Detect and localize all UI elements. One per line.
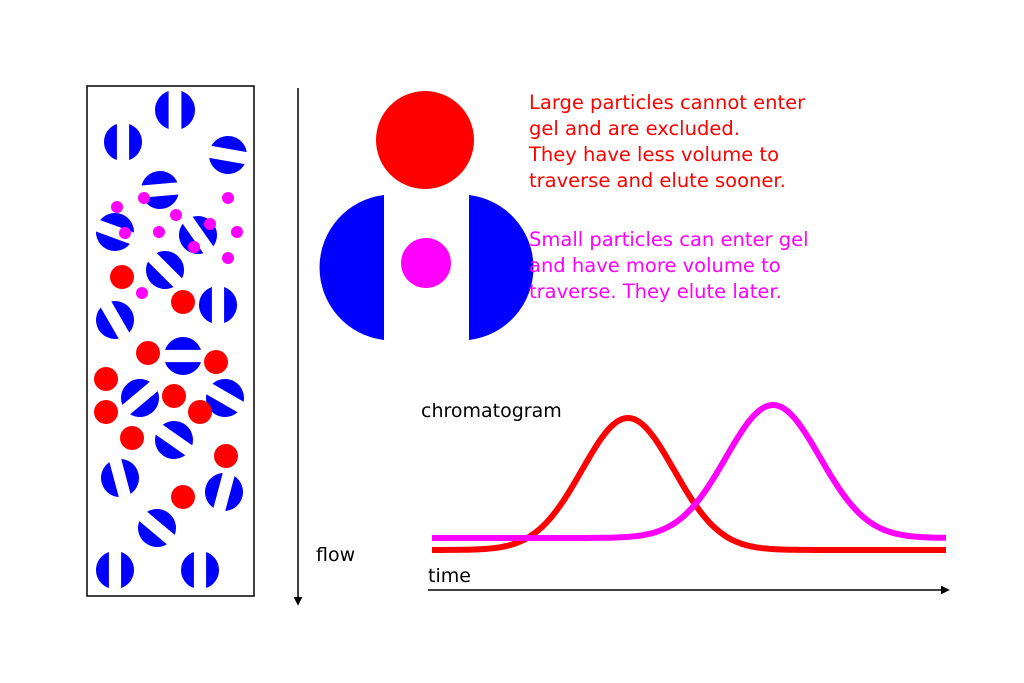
gel-bead <box>155 91 195 129</box>
small-particle <box>138 192 150 204</box>
large-particle <box>120 426 144 450</box>
large-particle <box>94 367 118 391</box>
large-particle <box>136 341 160 365</box>
small-particle-explanation: Small particles can enter gel and have m… <box>529 227 809 305</box>
small-particle <box>119 227 131 239</box>
small-particle <box>204 218 216 230</box>
large-explanation-line: traverse and elute sooner. <box>529 169 786 192</box>
small-particle-illustration <box>401 238 451 288</box>
large-particle-explanation: Large particles cannot enter gel and are… <box>529 90 805 194</box>
large-particle <box>162 384 186 408</box>
gel-bead <box>138 509 176 547</box>
gel-bead <box>96 301 134 339</box>
gel-bead <box>205 473 243 511</box>
large-particle <box>214 444 238 468</box>
small-particle <box>222 252 234 264</box>
large-particle <box>171 290 195 314</box>
gel-bead <box>96 213 134 251</box>
gel-bead <box>209 136 247 174</box>
small-particle-peak <box>432 402 946 541</box>
large-particle <box>204 350 228 374</box>
large-explanation-line: They have less volume to <box>529 143 779 166</box>
gel-bead <box>181 551 219 589</box>
gel-bead-illustration <box>319 195 534 340</box>
small-explanation-line: traverse. They elute later. <box>529 280 782 303</box>
large-explanation-line: gel and are excluded. <box>529 117 740 140</box>
small-explanation-line: and have more volume to <box>529 254 781 277</box>
gel-bead <box>121 379 159 417</box>
small-particle <box>222 192 234 204</box>
gel-bead <box>104 123 142 161</box>
gel-bead <box>199 286 237 324</box>
large-particle <box>110 265 134 289</box>
flow-label: flow <box>316 544 356 566</box>
gel-bead <box>146 251 184 289</box>
large-particle-peak <box>432 414 946 553</box>
large-explanation-line: Large particles cannot enter <box>529 91 806 114</box>
large-particle-illustration <box>376 91 474 189</box>
large-particle <box>94 400 118 424</box>
gel-bead <box>206 379 244 417</box>
small-particle <box>231 226 243 238</box>
column-contents <box>94 91 247 589</box>
large-particle <box>171 485 195 509</box>
gel-bead <box>164 337 202 375</box>
gel-bead <box>141 171 179 209</box>
gel-bead <box>101 459 139 497</box>
small-particle <box>153 226 165 238</box>
gel-bead <box>96 551 134 589</box>
gel-bead <box>155 421 193 459</box>
small-explanation-line: Small particles can enter gel <box>529 228 809 251</box>
chromatogram-label: chromatogram <box>421 400 562 422</box>
large-particle <box>188 400 212 424</box>
small-particle <box>136 287 148 299</box>
time-label: time <box>428 565 471 587</box>
small-particle <box>170 209 182 221</box>
column-outline <box>86 85 255 597</box>
small-particle <box>111 201 123 213</box>
small-particle <box>188 241 200 253</box>
